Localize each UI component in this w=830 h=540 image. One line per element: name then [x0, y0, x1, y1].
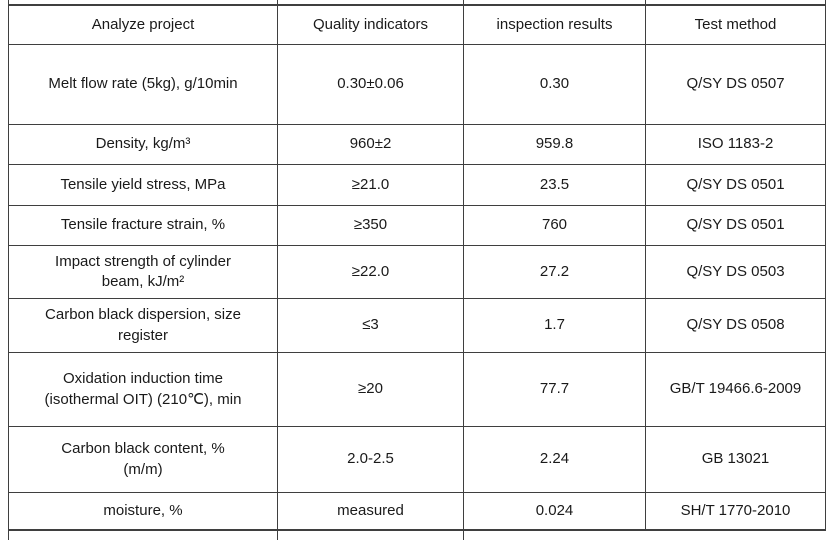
cell-project: Tensile fracture strain, %: [9, 206, 278, 246]
cell-project: Tensile yield stress, MPa: [9, 165, 278, 206]
cell-project: Carbon black dispersion, size register: [9, 299, 278, 353]
cell-method: Q/SY DS 0507: [646, 45, 826, 125]
sliver-cell: [646, 0, 826, 6]
table-row: Carbon black dispersion, size register ≤…: [9, 299, 826, 353]
cell-indicator: ≥350: [278, 206, 464, 246]
table-row: Tensile fracture strain, % ≥350 760 Q/SY…: [9, 206, 826, 246]
column-header-inspection-results: inspection results: [464, 6, 646, 45]
cell-method: GB 13021: [646, 427, 826, 493]
cell-method: SH/T 1770-2010: [646, 493, 826, 531]
partial-previous-row: [9, 0, 826, 6]
cell-result: 27.2: [464, 246, 646, 299]
cell-method: Q/SY DS 0501: [646, 165, 826, 206]
cell-result: 1.7: [464, 299, 646, 353]
table-row: moisture, % measured 0.024 SH/T 1770-201…: [9, 493, 826, 531]
cell-method: ISO 1183-2: [646, 125, 826, 165]
table-row: Oxidation induction time (isothermal OIT…: [9, 353, 826, 427]
sliver-cell: [278, 0, 464, 6]
column-header-test-method: Test method: [646, 6, 826, 45]
cell-result: 2.24: [464, 427, 646, 493]
cell-project: moisture, %: [9, 493, 278, 531]
cell-project: Melt flow rate (5kg), g/10min: [9, 45, 278, 125]
cell-method: Q/SY DS 0501: [646, 206, 826, 246]
table-row: Impact strength of cylinder beam, kJ/m² …: [9, 246, 826, 299]
cell-indicator: 0.30±0.06: [278, 45, 464, 125]
cell-method: Q/SY DS 0508: [646, 299, 826, 353]
cell-project: Carbon black content, % (m/m): [9, 427, 278, 493]
cell-indicator: ≥20: [278, 353, 464, 427]
sliver-cell: [278, 531, 464, 540]
cell-indicator: measured: [278, 493, 464, 531]
cell-result: 0.024: [464, 493, 646, 531]
table-row: Carbon black content, % (m/m) 2.0-2.5 2.…: [9, 427, 826, 493]
sliver-cell: [464, 531, 646, 540]
cell-project: Oxidation induction time (isothermal OIT…: [9, 353, 278, 427]
sliver-cell: [464, 0, 646, 6]
sliver-cell: [9, 531, 278, 540]
cell-project: Density, kg/m³: [9, 125, 278, 165]
cell-indicator: ≥21.0: [278, 165, 464, 206]
cell-result: 760: [464, 206, 646, 246]
partial-next-row: [9, 531, 826, 540]
cell-indicator: ≥22.0: [278, 246, 464, 299]
table-row: Tensile yield stress, MPa ≥21.0 23.5 Q/S…: [9, 165, 826, 206]
sliver-cell: [9, 0, 278, 6]
cell-method: Q/SY DS 0503: [646, 246, 826, 299]
cell-indicator: 960±2: [278, 125, 464, 165]
cell-result: 23.5: [464, 165, 646, 206]
column-header-quality-indicators: Quality indicators: [278, 6, 464, 45]
table-row: Density, kg/m³ 960±2 959.8 ISO 1183-2: [9, 125, 826, 165]
cell-result: 959.8: [464, 125, 646, 165]
cell-indicator: ≤3: [278, 299, 464, 353]
cell-result: 77.7: [464, 353, 646, 427]
cell-result: 0.30: [464, 45, 646, 125]
sliver-cell: [646, 531, 826, 540]
cell-project: Impact strength of cylinder beam, kJ/m²: [9, 246, 278, 299]
table-header-row: Analyze project Quality indicators inspe…: [9, 6, 826, 45]
cell-method: GB/T 19466.6-2009: [646, 353, 826, 427]
cell-indicator: 2.0-2.5: [278, 427, 464, 493]
table-row: Melt flow rate (5kg), g/10min 0.30±0.06 …: [9, 45, 826, 125]
inspection-table: Analyze project Quality indicators inspe…: [8, 0, 826, 540]
column-header-analyze-project: Analyze project: [9, 6, 278, 45]
